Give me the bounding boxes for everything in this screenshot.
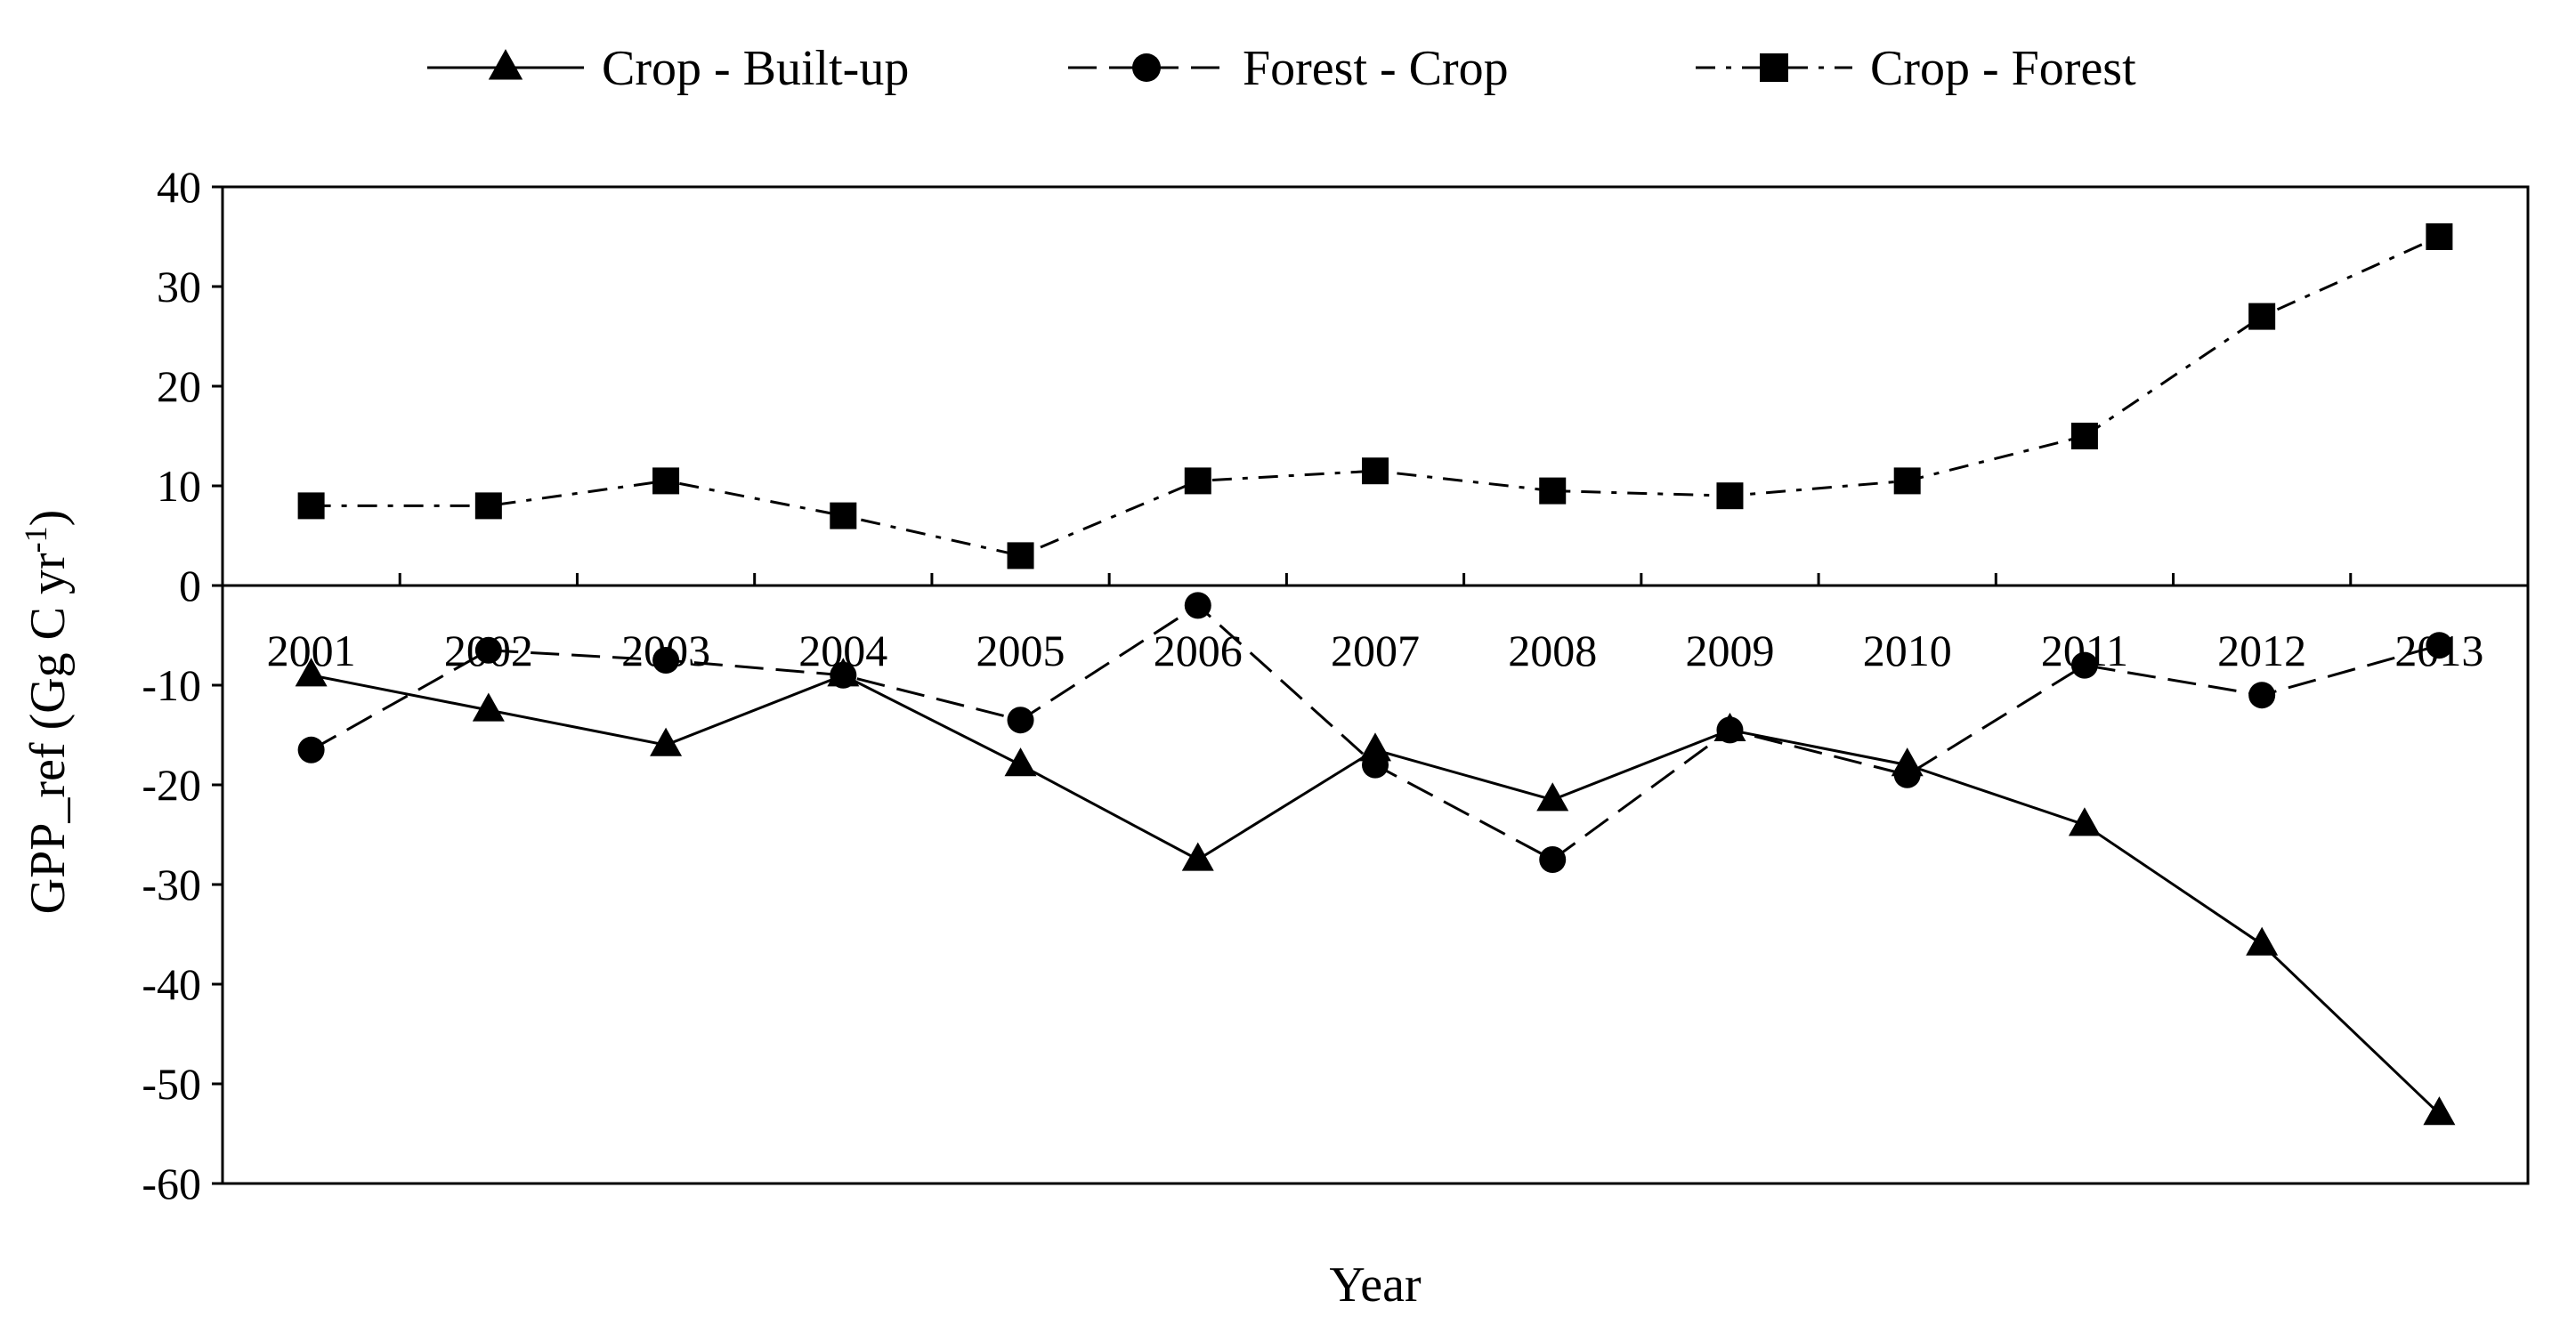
data-point-circle bbox=[297, 736, 325, 763]
x-axis-title: Year bbox=[1329, 1257, 1422, 1313]
data-point-triangle bbox=[1181, 842, 1214, 871]
x-tick-label: 2008 bbox=[1508, 626, 1597, 675]
series-0 bbox=[295, 658, 2456, 1126]
data-point-square bbox=[652, 467, 680, 495]
y-tick-label: 30 bbox=[157, 262, 201, 311]
data-point-circle bbox=[2426, 632, 2453, 659]
data-point-circle bbox=[474, 636, 502, 664]
legend-label: Crop - Forest bbox=[1870, 41, 2136, 96]
y-tick-label: -20 bbox=[142, 760, 201, 810]
y-tick-label: 20 bbox=[157, 361, 201, 411]
legend-label: Crop - Built-up bbox=[602, 41, 909, 96]
data-point-circle bbox=[1893, 761, 1921, 788]
plot-area bbox=[221, 185, 2530, 1185]
series-line bbox=[311, 235, 2440, 557]
legend-item-1: Forest - Crop bbox=[1068, 41, 1509, 96]
series-2 bbox=[297, 223, 2453, 570]
data-point-triangle bbox=[1536, 782, 1569, 812]
data-point-triangle bbox=[650, 727, 683, 756]
data-point-square bbox=[1716, 482, 1744, 510]
x-tick-label: 2007 bbox=[1331, 626, 1420, 675]
legend-item-0: Crop - Built-up bbox=[427, 41, 909, 96]
data-point-square bbox=[2070, 423, 2098, 449]
data-point-circle bbox=[1716, 716, 1744, 744]
x-tick-label: 2012 bbox=[2217, 626, 2306, 675]
data-point-triangle bbox=[295, 658, 328, 687]
data-point-circle bbox=[2070, 651, 2098, 679]
data-point-circle bbox=[1007, 707, 1034, 734]
x-axis: 2001200220032004200520062007200820092010… bbox=[221, 573, 2530, 675]
y-axis-title: GPP_ref (Gg C yr-1) bbox=[18, 510, 76, 915]
x-tick-label: 2005 bbox=[976, 626, 1065, 675]
data-point-square bbox=[1007, 542, 1034, 570]
data-point-triangle bbox=[1004, 747, 1037, 777]
data-point-triangle bbox=[2423, 1096, 2456, 1126]
data-point-circle bbox=[652, 647, 680, 674]
y-tick-label: -40 bbox=[142, 959, 201, 1009]
y-tick-label: 0 bbox=[179, 561, 201, 610]
x-tick-label: 2009 bbox=[1685, 626, 1774, 675]
legend-label: Forest - Crop bbox=[1243, 41, 1509, 96]
data-point-circle bbox=[830, 661, 857, 689]
data-point-square bbox=[474, 492, 502, 520]
legend: Crop - Built-up Forest - Crop Crop - Fores… bbox=[427, 41, 2136, 96]
data-point-square bbox=[2426, 223, 2453, 250]
data-point-square bbox=[830, 502, 857, 529]
data-point-square bbox=[1893, 467, 1921, 495]
data-point-circle bbox=[1362, 751, 1389, 779]
legend-marker-triangle bbox=[488, 49, 523, 80]
series-1 bbox=[297, 592, 2453, 873]
data-point-square bbox=[1184, 467, 1211, 495]
x-tick-label: 2010 bbox=[1863, 626, 1952, 675]
data-point-circle bbox=[2248, 682, 2276, 709]
y-tick-label: 40 bbox=[157, 162, 201, 212]
series-container bbox=[295, 223, 2456, 1126]
data-point-triangle bbox=[472, 692, 505, 722]
data-point-triangle bbox=[1359, 732, 1391, 762]
y-axis-title-suffix: ) bbox=[20, 510, 76, 527]
data-point-triangle bbox=[2068, 807, 2101, 836]
plot-frame bbox=[221, 185, 2530, 1185]
y-axis: 40 30 20 10 0 -10 -20 -30 -40 -50 -60 bbox=[142, 162, 223, 1208]
y-tick-label: -60 bbox=[142, 1159, 201, 1208]
data-point-square bbox=[1539, 477, 1567, 505]
y-tick-label: -10 bbox=[142, 660, 201, 710]
legend-marker-circle bbox=[1132, 53, 1161, 82]
legend-marker-square bbox=[1760, 53, 1788, 82]
data-point-square bbox=[297, 492, 325, 520]
data-point-square bbox=[1362, 457, 1389, 485]
y-tick-label: 10 bbox=[157, 461, 201, 511]
y-tick-label: -50 bbox=[142, 1059, 201, 1109]
data-point-circle bbox=[1184, 592, 1211, 619]
legend-item-2: Crop - Forest bbox=[1696, 41, 2136, 96]
y-axis-title-main: GPP_ref (Gg C yr bbox=[20, 553, 76, 914]
data-point-circle bbox=[1539, 846, 1567, 873]
data-point-triangle bbox=[2246, 926, 2279, 956]
y-axis-title-superscript: -1 bbox=[18, 526, 53, 553]
data-point-square bbox=[2248, 303, 2276, 330]
y-tick-label: -30 bbox=[142, 860, 201, 909]
